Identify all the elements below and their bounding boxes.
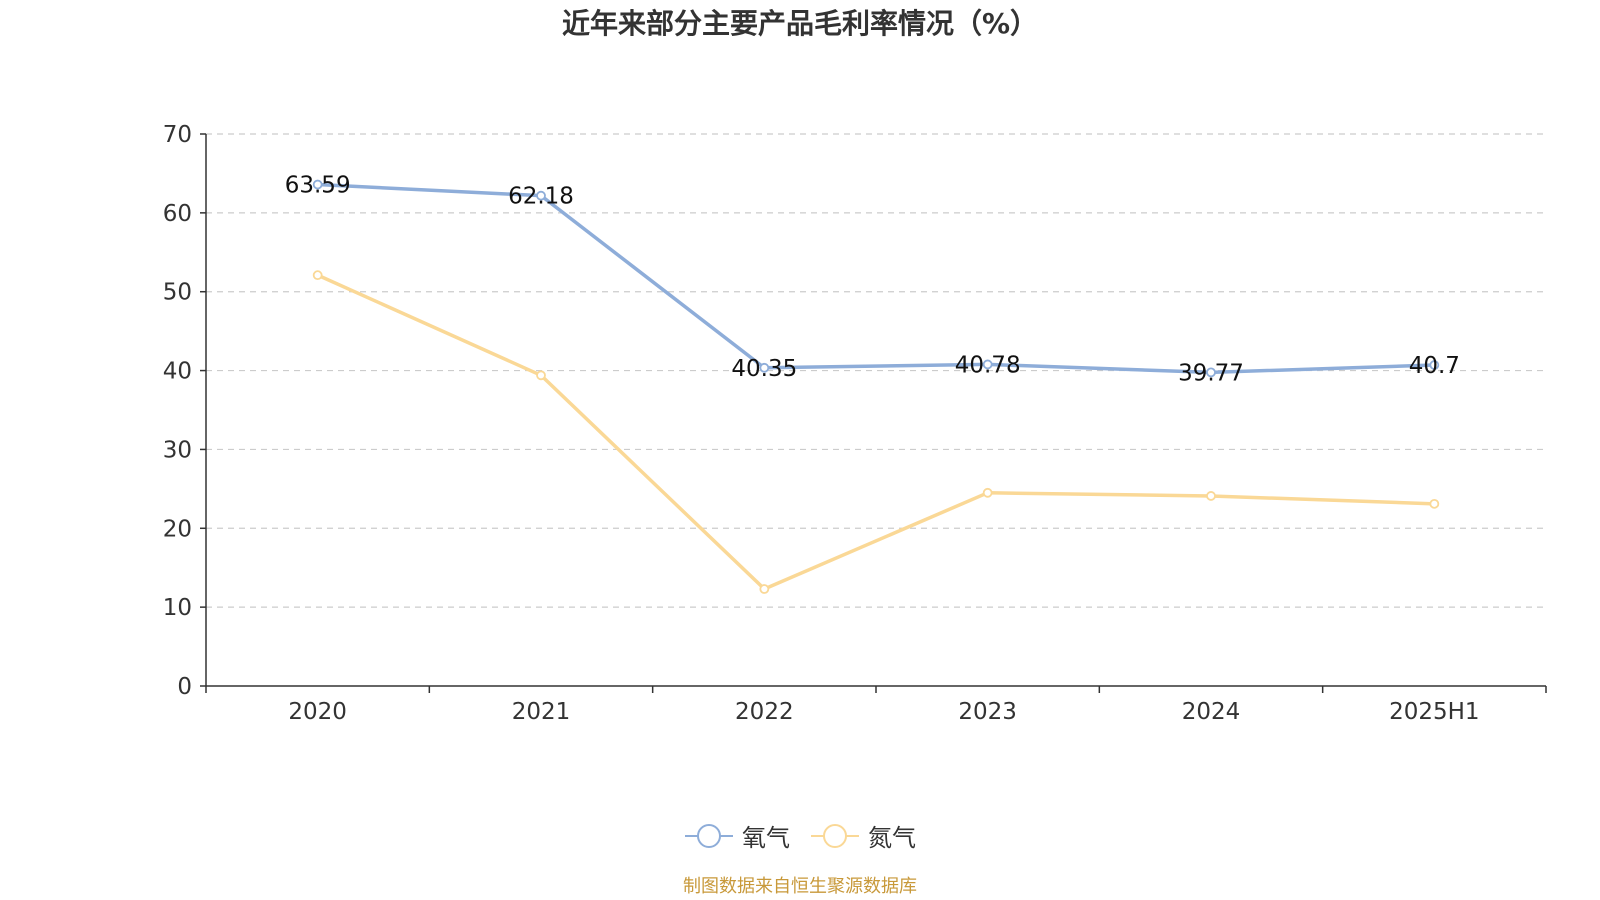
y-tick-label: 60 — [163, 201, 192, 227]
y-tick-label: 40 — [163, 359, 192, 385]
data-labels: 63.59 62.18 40.35 40.78 39.77 40.7 — [285, 173, 1460, 387]
legend-label: 氮气 — [868, 824, 916, 852]
y-tick-label: 0 — [177, 674, 192, 700]
y-tick-label: 20 — [163, 516, 192, 542]
data-point — [312, 179, 323, 190]
y-tick-label: 70 — [163, 122, 192, 148]
legend-marker — [811, 823, 859, 848]
data-point — [1429, 498, 1440, 509]
x-tick-label: 2022 — [735, 699, 794, 725]
data-label: 40.78 — [955, 352, 1021, 378]
legend-item[interactable]: 氮气 — [810, 818, 916, 853]
x-tick-label: 2024 — [1182, 699, 1241, 725]
data-point — [759, 362, 770, 373]
data-point — [982, 487, 993, 498]
data-point — [536, 370, 546, 381]
x-tick-label: 2023 — [958, 699, 1017, 725]
data-point — [1206, 491, 1216, 501]
data-point — [1429, 360, 1440, 370]
legend-marker — [685, 823, 733, 848]
legend: 氧气 氮气 — [0, 818, 1600, 857]
gridlines — [206, 133, 1546, 608]
data-label: 63.59 — [285, 173, 351, 199]
axes: 0 10 20 30 40 50 60 70 2020 2021 2022 2023 2024 2025H… — [163, 122, 1547, 725]
series-lines — [312, 179, 1440, 594]
legend-label: 氧气 — [742, 824, 790, 852]
series-line-1 — [316, 273, 1435, 591]
data-label: 40.35 — [731, 356, 797, 382]
legend-item[interactable]: 氧气 — [684, 818, 790, 853]
data-label: 40.7 — [1409, 353, 1460, 379]
data-point — [1206, 367, 1216, 378]
data-label: 39.77 — [1178, 360, 1244, 386]
y-tick-label: 30 — [163, 437, 192, 463]
data-point — [312, 270, 323, 281]
series-line-0 — [317, 182, 1435, 375]
data-point — [536, 190, 546, 201]
source-note: 制图数据来自恒生聚源数据库 — [683, 876, 917, 897]
data-label: 62.18 — [508, 184, 574, 210]
x-tick-label: 2020 — [288, 699, 347, 725]
chart-title: 近年来部分主要产品毛利率情况（%） — [561, 7, 1039, 40]
y-tick-label: 50 — [163, 280, 192, 306]
x-tick-label: 2021 — [512, 699, 571, 725]
data-point — [982, 359, 993, 370]
y-tick-label: 10 — [163, 595, 192, 621]
data-point — [759, 584, 770, 594]
x-tick-label: 2025H1 — [1389, 699, 1479, 725]
